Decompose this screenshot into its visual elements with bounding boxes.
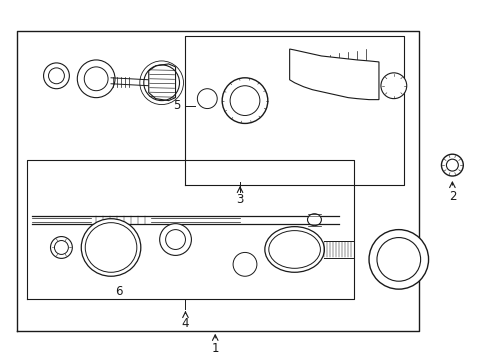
Text: 1: 1 (211, 342, 219, 355)
Circle shape (54, 240, 68, 255)
Ellipse shape (279, 236, 309, 263)
Circle shape (446, 159, 457, 171)
Circle shape (384, 77, 402, 95)
Text: 6: 6 (115, 285, 122, 298)
Ellipse shape (267, 229, 321, 270)
Circle shape (222, 78, 267, 123)
Ellipse shape (87, 224, 135, 269)
Ellipse shape (97, 227, 124, 256)
Ellipse shape (85, 224, 137, 271)
Ellipse shape (274, 233, 314, 266)
Circle shape (230, 86, 259, 116)
Ellipse shape (268, 231, 320, 268)
Ellipse shape (89, 225, 133, 266)
Ellipse shape (95, 226, 127, 259)
Circle shape (237, 256, 252, 272)
Text: 5: 5 (173, 99, 180, 112)
Circle shape (43, 63, 69, 89)
Ellipse shape (81, 219, 141, 276)
Circle shape (200, 92, 214, 105)
Circle shape (84, 67, 108, 91)
Circle shape (441, 154, 462, 176)
Ellipse shape (91, 225, 131, 264)
Ellipse shape (307, 214, 321, 226)
Polygon shape (148, 64, 175, 100)
Ellipse shape (272, 231, 316, 267)
Ellipse shape (264, 227, 324, 272)
Ellipse shape (269, 230, 319, 269)
Circle shape (48, 68, 64, 84)
Circle shape (197, 89, 217, 109)
Circle shape (165, 230, 185, 249)
Circle shape (50, 237, 72, 258)
Circle shape (368, 230, 427, 289)
Circle shape (160, 224, 191, 255)
Circle shape (233, 252, 256, 276)
Ellipse shape (85, 223, 137, 272)
Circle shape (376, 238, 420, 281)
Circle shape (77, 60, 115, 98)
Circle shape (380, 73, 406, 99)
Polygon shape (289, 49, 378, 100)
Ellipse shape (282, 238, 306, 261)
Ellipse shape (93, 226, 129, 261)
Text: 2: 2 (447, 190, 455, 203)
Ellipse shape (277, 235, 311, 264)
Text: 3: 3 (236, 193, 243, 206)
Text: 4: 4 (182, 318, 189, 330)
